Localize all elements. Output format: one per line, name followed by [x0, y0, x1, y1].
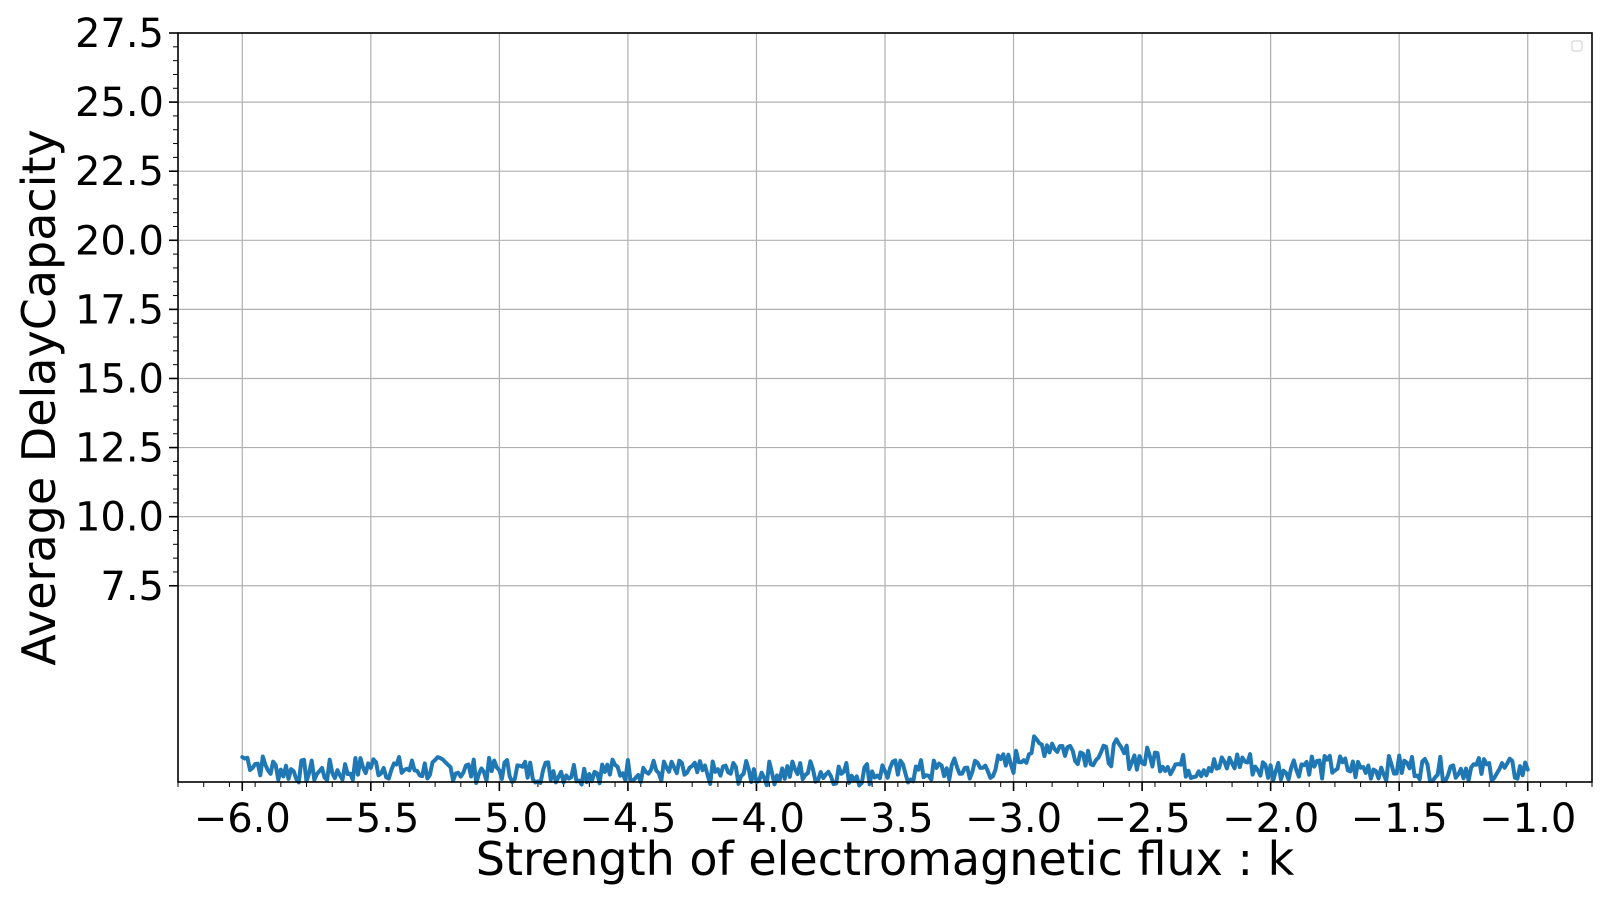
y-axis-title: Average DelayCapacity: [12, 129, 66, 665]
y-tick-label: 25.0: [75, 80, 164, 126]
y-tick-label: 22.5: [75, 149, 164, 195]
x-tick-label: −1.0: [1479, 796, 1576, 842]
y-tick-label: 7.5: [100, 564, 164, 610]
series-line: [240, 734, 1530, 788]
tick-layer: −6.0 −5.5 −5.0 −4.5 −4.0 −3.5 −3.0 −2.5 −2.0 −1.5…: [75, 11, 1593, 842]
x-tick-label: −2.0: [1222, 796, 1319, 842]
x-tick-label: −6.0: [194, 796, 291, 842]
x-tick-label: −5.5: [322, 796, 419, 842]
y-tick-label: 27.5: [75, 11, 164, 57]
y-tick-label: 20.0: [75, 218, 164, 264]
x-tick-label: −3.0: [965, 796, 1062, 842]
x-tick-label: −4.5: [579, 796, 676, 842]
plot-frame: [177, 32, 1593, 783]
x-tick-label: −2.5: [1094, 796, 1191, 842]
y-tick-label: 15.0: [75, 356, 164, 402]
y-tick-label: 12.5: [75, 426, 164, 472]
x-tick-label: −1.5: [1351, 796, 1448, 842]
x-tick-label: −5.0: [451, 796, 548, 842]
x-tick-label: −3.5: [836, 796, 933, 842]
x-tick-label: −4.0: [708, 796, 805, 842]
y-tick-label: 10.0: [75, 495, 164, 541]
legend-box: [1571, 40, 1583, 52]
y-tick-label: 17.5: [75, 287, 164, 333]
x-axis-title: Strength of electromagnetic flux : k: [476, 832, 1295, 886]
